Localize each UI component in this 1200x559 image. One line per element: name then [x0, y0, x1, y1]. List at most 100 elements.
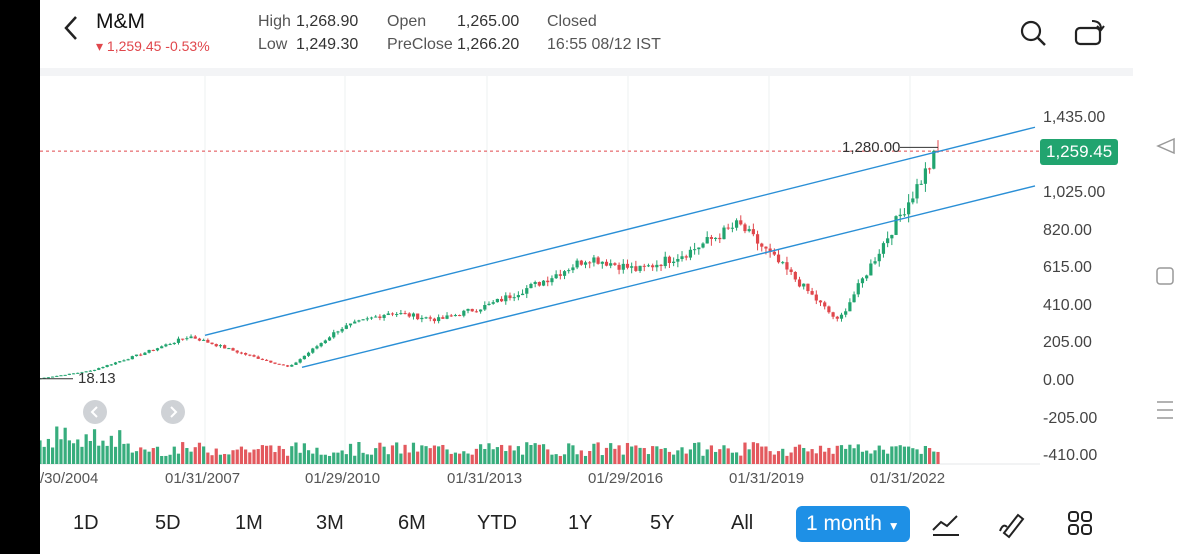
low-marker-label: 18.13: [78, 370, 116, 387]
candle-body: [139, 354, 143, 356]
candle-body: [856, 283, 860, 295]
candle-body: [420, 317, 424, 320]
candle-body: [483, 305, 487, 310]
interval-dropdown[interactable]: 1 month ▼: [796, 506, 910, 542]
candles: [40, 140, 940, 380]
candle-body: [928, 168, 932, 170]
right-system-bar: [1133, 0, 1200, 554]
volume-bar: [327, 455, 332, 464]
home-square-icon[interactable]: [1156, 267, 1174, 285]
grid-menu-icon[interactable]: [1066, 509, 1094, 542]
volume-bar: [709, 445, 714, 464]
candle-body: [659, 264, 663, 267]
candle-body: [663, 256, 667, 267]
timeframe-1y[interactable]: 1Y: [568, 512, 593, 534]
candle-body: [734, 220, 739, 228]
volume-bar: [865, 450, 869, 464]
preclose-label: PreClose: [387, 36, 453, 53]
x-tick-label: 01/29/2016: [588, 470, 664, 487]
candle-body: [793, 271, 797, 280]
volume-bar: [302, 443, 306, 464]
timeframe-all[interactable]: All: [731, 512, 754, 534]
x-tick-label: 01/31/2022: [870, 470, 946, 487]
timeframe-1d[interactable]: 1D: [73, 512, 99, 534]
volume-bar: [546, 449, 550, 464]
volume-bar: [432, 445, 437, 464]
candle-body: [273, 362, 277, 364]
indicator-icon[interactable]: [931, 510, 961, 543]
candle-body: [600, 261, 604, 264]
volume-bar: [567, 443, 571, 464]
volume-bar: [642, 448, 646, 464]
volume-bar: [701, 455, 705, 464]
volume-bar: [827, 447, 831, 464]
back-triangle-icon[interactable]: [1156, 137, 1175, 155]
volume-bar: [583, 455, 588, 464]
back-icon[interactable]: [62, 14, 80, 50]
volume-bar: [919, 453, 923, 464]
volume-bar: [659, 448, 663, 464]
volume-bar: [42, 446, 46, 464]
volume-bar: [860, 451, 865, 464]
candle-body: [499, 298, 504, 302]
volume-bar: [739, 455, 743, 464]
volume-bar: [134, 451, 139, 464]
candle-body: [923, 168, 928, 184]
header-divider: [40, 68, 1133, 76]
volume-bar: [499, 444, 504, 464]
candle-body: [458, 315, 462, 317]
candle-body: [865, 275, 869, 279]
candle-body: [214, 344, 218, 347]
volume-bar: [46, 438, 50, 464]
timeframe-ytd[interactable]: YTD: [477, 512, 517, 534]
volume-bar: [835, 445, 839, 464]
volume-bar: [747, 449, 751, 464]
volume-bar: [672, 454, 676, 464]
x-tick-label: 01/31/2007: [165, 470, 241, 487]
candle-body: [160, 346, 164, 349]
candle-body: [722, 227, 726, 240]
timeframe-3m[interactable]: 3M: [316, 512, 344, 534]
price-chart[interactable]: [40, 76, 1133, 476]
volume-bar: [772, 454, 776, 464]
volume-bar: [764, 446, 768, 464]
volume-bar: [873, 450, 877, 464]
draw-tool-icon[interactable]: [998, 509, 1028, 544]
scroll-right-button[interactable]: [161, 400, 185, 424]
volume-bar: [730, 452, 734, 464]
candle-body: [147, 349, 151, 353]
symbol-title: M&M: [96, 10, 145, 33]
candle-body: [596, 257, 600, 264]
candle-body: [67, 373, 71, 375]
timeframe-1m[interactable]: 1M: [235, 512, 263, 534]
candle-body: [344, 325, 348, 329]
high-label: High: [258, 13, 291, 30]
price-change: ▾ 1,259.45 -0.53%: [96, 38, 210, 54]
y-tick-label: 1,435.00: [1043, 109, 1106, 126]
candle-body: [705, 237, 709, 244]
x-tick-label: 01/31/2013: [447, 470, 523, 487]
search-icon[interactable]: [1020, 20, 1048, 53]
timeframe-5d[interactable]: 5D: [155, 512, 181, 534]
rotate-screen-icon[interactable]: [1074, 18, 1106, 53]
volume-bar: [550, 454, 554, 464]
volume-bar: [852, 448, 856, 464]
timeframe-6m[interactable]: 6M: [398, 512, 426, 534]
volume-bar: [558, 455, 562, 464]
candle-body: [210, 342, 214, 345]
volume-bar: [487, 443, 491, 464]
volume-bar: [693, 442, 697, 464]
volume-bar: [907, 446, 911, 464]
volume-bar: [399, 453, 403, 464]
scroll-left-button[interactable]: [83, 400, 107, 424]
candle-body: [877, 253, 881, 262]
timeframe-5y[interactable]: 5Y: [650, 512, 675, 534]
volume-bar: [609, 443, 613, 464]
volume-bar: [63, 427, 67, 464]
dropdown-caret-icon: ▼: [887, 519, 900, 533]
volume-bar: [348, 443, 353, 464]
candle-body: [244, 352, 248, 355]
candle-body: [823, 302, 827, 307]
volume-bar: [332, 452, 336, 464]
volume-bar: [479, 444, 483, 464]
